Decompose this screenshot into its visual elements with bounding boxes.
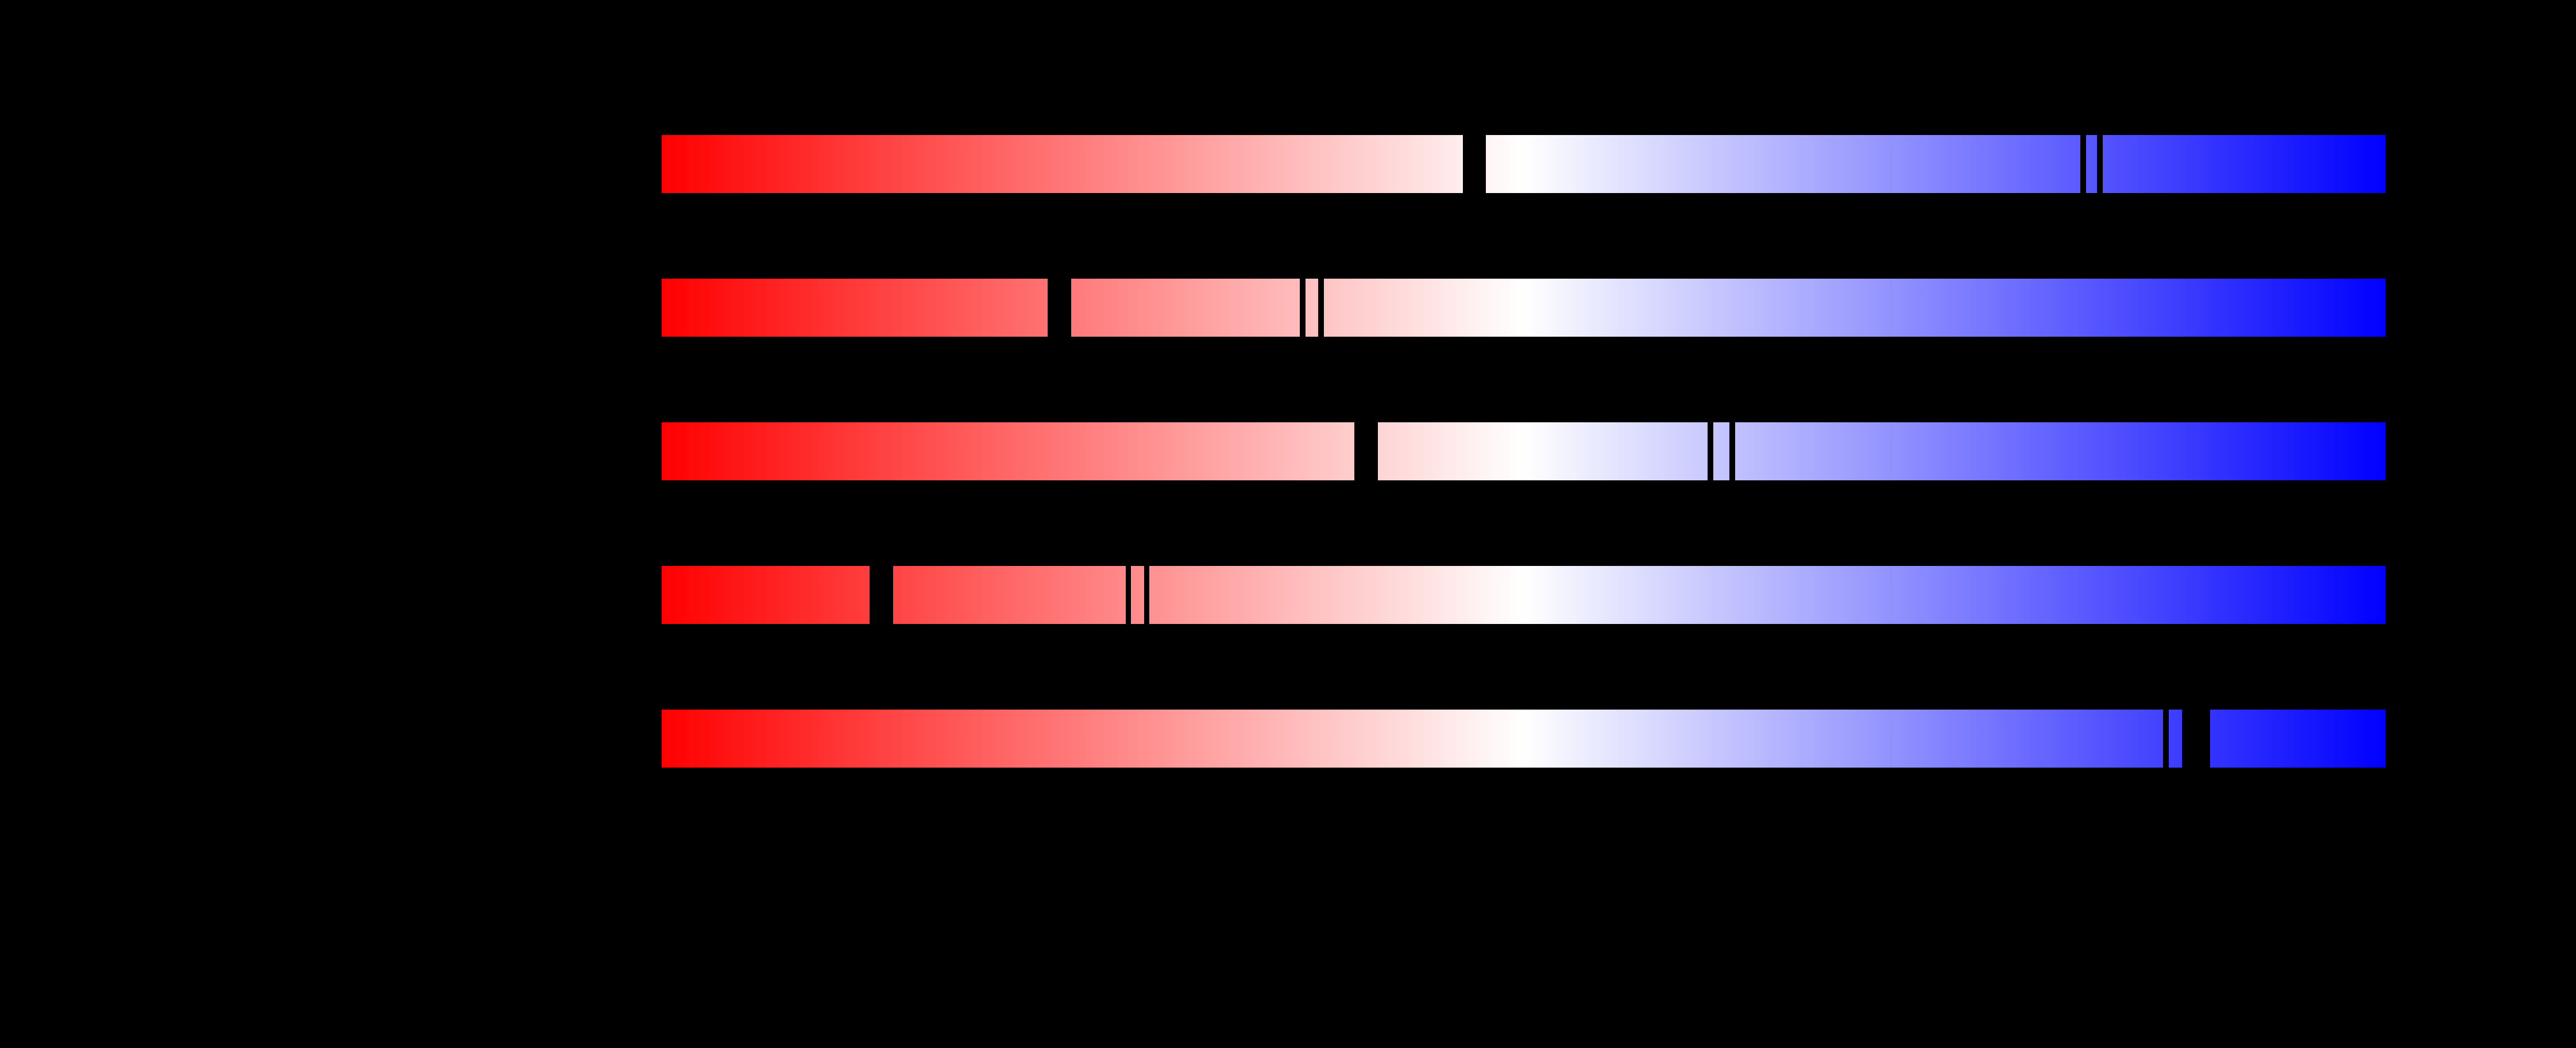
- gradient-strip-row-3: [662, 566, 2385, 624]
- tick-marker: [1708, 422, 1713, 480]
- gap-marker: [2182, 710, 2210, 768]
- tick-marker: [1729, 422, 1735, 480]
- gradient-strip-row-4: [662, 710, 2385, 768]
- tick-marker: [1300, 279, 1306, 337]
- tick-marker: [1126, 566, 1131, 624]
- gradient-strip-row-2: [662, 422, 2385, 480]
- gradient-strip-row-0: [662, 135, 2385, 193]
- gap-marker: [1048, 279, 1071, 337]
- gradient-strip-row-1: [662, 279, 2385, 337]
- gap-marker: [870, 566, 893, 624]
- gap-marker: [1354, 422, 1378, 480]
- tick-marker: [2163, 710, 2169, 768]
- tick-marker: [1144, 566, 1149, 624]
- gap-marker: [1463, 135, 1486, 193]
- tick-marker: [2097, 135, 2103, 193]
- tick-marker: [2080, 135, 2086, 193]
- tick-marker: [1318, 279, 1324, 337]
